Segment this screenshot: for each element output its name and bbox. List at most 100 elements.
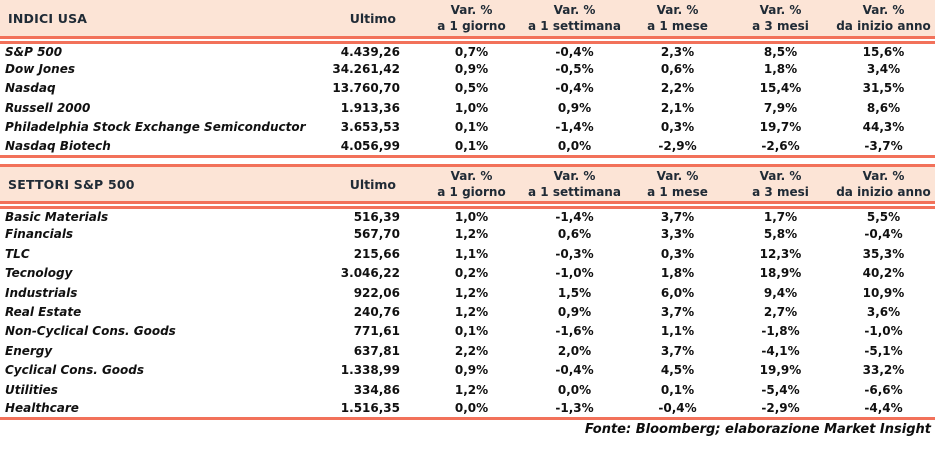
row-label: Russell 2000 [5,100,91,115]
column-header-var: Var. % da inizio anno [832,163,935,210]
var-percent-value: 35,3% [862,246,905,261]
var-percent-value: -1,4% [555,120,594,135]
column-header-var: Var. % a 1 settimana [523,0,626,44]
var-percent-value: -0,5% [555,62,594,77]
var-percent-value: 1,8% [763,62,798,77]
var-percent-value: 0,3% [660,120,695,135]
var-header-line2: a 3 mesi [752,185,809,200]
var-percent-value: 1,8% [660,266,695,281]
var-percent-value: 0,6% [660,62,695,77]
var-percent-value: -1,3% [523,399,626,421]
var-percent-value: 0,0% [557,382,592,397]
table-row: Nasdaq Biotech 4.056,99 0,1% 0,0% -2,9% -2,6%… [0,136,935,158]
table-row: Healthcare 1.516,35 0,0% -1,3% -0,4% -2,9% -4,… [0,399,935,421]
var-percent-value: 2,7% [763,304,798,319]
table-row: S&P 500 4.439,26 0,7% -0,4% 2,3% 8,5% 15,6% [0,40,935,59]
row-label: S&P 500 [5,44,63,59]
column-header-var: Var. % a 1 settimana [523,163,626,210]
var-header-line2: a 1 mese [647,19,708,33]
var-percent-value: 8,6% [866,100,901,115]
var-percent-value: -4,4% [832,399,935,421]
table-title: INDICI USA [0,0,330,44]
row-label: Healthcare [0,399,330,421]
var-percent-value: -5,4% [761,382,800,397]
indici-usa-section: INDICI USA Ultimo Var. % a 1 giorno Var. % a … [0,0,935,158]
var-percent-value: 0,0% [523,136,626,158]
var-percent-value: -1,4% [555,210,594,225]
var-percent-value: 15,6% [862,44,905,59]
var-percent-value: 10,9% [862,285,905,300]
table-row: Philadelphia Stock Exchange Semiconducto… [0,118,935,137]
market-data-table: SETTORI S&P 500 Ultimo Var. % a 1 giorno Var… [0,163,935,421]
var-percent-value: -6,6% [864,382,903,397]
column-header-ultimo: Ultimo [330,0,420,44]
header-row: SETTORI S&P 500 Ultimo Var. % a 1 giorno Var… [0,163,935,210]
ultimo-value: 13.760,70 [332,81,400,96]
row-label: Utilities [5,382,58,397]
column-header-var: Var. % da inizio anno [832,0,935,44]
var-percent-value: 0,1% [454,324,489,339]
var-percent-value: -0,4% [555,81,594,96]
var-percent-value: 12,3% [759,246,802,261]
var-percent-value: 19,9% [759,363,802,378]
var-percent-value: 2,0% [557,343,592,358]
var-percent-value: 18,9% [759,266,802,281]
var-percent-value: 40,2% [862,266,905,281]
var-percent-value: 33,2% [862,363,905,378]
row-label: Philadelphia Stock Exchange Semiconducto… [5,120,306,135]
var-header-line2: a 1 settimana [528,185,621,200]
var-percent-value: -2,9% [626,136,729,158]
var-percent-value: 19,7% [759,120,802,135]
var-percent-value: 0,0% [420,399,523,421]
var-percent-value: 2,2% [454,343,489,358]
var-percent-value: -0,4% [864,227,903,242]
var-percent-value: 0,9% [454,363,489,378]
var-percent-value: 0,3% [660,246,695,261]
var-percent-value: 0,7% [454,44,489,59]
var-percent-value: 0,9% [557,304,592,319]
ultimo-value: 1.913,36 [340,100,400,115]
table-row: Financials 567,70 1,2% 0,6% 3,3% 5,8% -0,4% [0,225,935,244]
var-percent-value: -5,1% [864,343,903,358]
var-percent-value: 44,3% [862,120,905,135]
var-percent-value: 4,5% [660,363,695,378]
var-header-line2: a 1 giorno [437,19,506,33]
var-percent-value: 0,5% [454,81,489,96]
var-percent-value: 2,2% [660,81,695,96]
var-percent-value: 3,7% [660,343,695,358]
var-percent-value: -4,1% [761,343,800,358]
table-divider-gap [0,157,935,164]
var-percent-value: 1,7% [763,210,798,225]
var-percent-value: 5,8% [763,227,798,242]
settori-sp500-section: SETTORI S&P 500 Ultimo Var. % a 1 giorno Var… [0,163,935,421]
var-header-line2: a 3 mesi [752,19,809,33]
ultimo-value: 771,61 [353,324,400,339]
var-header-line2: a 1 settimana [528,19,621,33]
var-percent-value: -2,6% [729,136,832,158]
table-row: Non-Cyclical Cons. Goods 771,61 0,1% -1,6% 1… [0,322,935,341]
table-row: Real Estate 240,76 1,2% 0,9% 3,7% 2,7% 3,6% [0,302,935,321]
row-label: Cyclical Cons. Goods [5,363,145,378]
ultimo-value: 637,81 [353,343,400,358]
column-header-var: Var. % a 3 mesi [729,0,832,44]
var-percent-value: -1,0% [555,266,594,281]
var-percent-value: 0,9% [454,62,489,77]
var-percent-value: 0,6% [557,227,592,242]
row-label: Non-Cyclical Cons. Goods [5,324,176,339]
var-percent-value: 3,4% [866,62,901,77]
ultimo-value: 334,86 [353,382,400,397]
row-label: Financials [5,227,74,242]
var-percent-value: 0,2% [454,266,489,281]
ultimo-value: 215,66 [353,246,400,261]
var-percent-value: 0,9% [557,100,592,115]
ultimo-value: 240,76 [353,304,400,319]
var-percent-value: -1,8% [761,324,800,339]
ultimo-value: 3.046,22 [340,266,400,281]
var-header-line1: Var. % [553,3,596,17]
var-percent-value: 1,0% [454,100,489,115]
var-header-line2: a 1 mese [647,185,708,200]
ultimo-value: 4.056,99 [330,136,420,158]
ultimo-value: 4.439,26 [340,44,400,59]
var-percent-value: 1,2% [454,382,489,397]
row-label: Basic Materials [5,210,109,225]
